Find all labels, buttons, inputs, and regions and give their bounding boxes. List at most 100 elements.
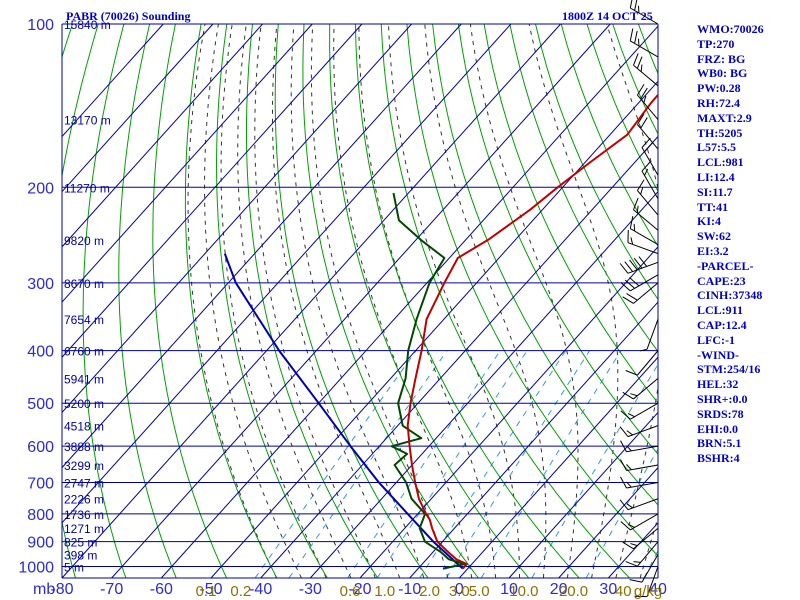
- moist-adiabats: [187, 24, 658, 578]
- mixing-ratio-line: [288, 350, 448, 578]
- dewpoint-line: [390, 192, 466, 570]
- height-label: 1271 m: [64, 522, 104, 536]
- wind-barb: [639, 318, 659, 352]
- mixing-ratio-label: 0.6: [340, 583, 361, 600]
- height-label: 5200 m: [64, 397, 104, 411]
- dry-adiabat: [380, 24, 630, 578]
- barb-staff: [637, 541, 659, 567]
- barb-feather: [633, 53, 639, 66]
- index-item: SHR+:0.0: [697, 391, 748, 406]
- barb-staff: [627, 261, 659, 274]
- barb-feather: [634, 30, 638, 44]
- moist-adiabat: [528, 24, 619, 578]
- wind-barb: [633, 53, 659, 87]
- barb-feather: [619, 499, 629, 510]
- barb-feather: [629, 259, 638, 271]
- temperature-tick-label: -10: [398, 581, 421, 598]
- height-label: 9820 m: [64, 234, 104, 248]
- barb-feather: [637, 83, 645, 96]
- isotherm-line: [61, 23, 363, 358]
- mixing-ratio-line: [585, 448, 658, 578]
- wind-barb: [622, 377, 659, 400]
- dry-adiabat: [560, 24, 658, 247]
- barb-feather: [643, 95, 647, 103]
- moist-adiabat: [606, 24, 658, 578]
- index-item: SRDS:78: [697, 406, 744, 421]
- moist-adiabat: [237, 24, 352, 578]
- dry-adiabat: [82, 24, 127, 578]
- index-item: TH:5205: [697, 125, 743, 140]
- barb-feather: [634, 0, 638, 11]
- pressure-label: 300: [27, 276, 54, 293]
- dry-adiabat: [274, 24, 429, 578]
- wind-barb: [620, 476, 659, 489]
- temperature-tick-label: 20: [550, 581, 568, 598]
- moist-adiabat: [203, 24, 302, 578]
- mixing-ratio-line: [643, 549, 658, 578]
- dry-adiabat: [246, 24, 379, 578]
- barb-feather: [627, 413, 635, 418]
- height-label: 15840 m: [64, 18, 111, 32]
- height-label: 8670 m: [64, 277, 104, 291]
- isotherm-line: [61, 23, 561, 579]
- moist-adiabat: [639, 515, 658, 578]
- moist-adiabat: [388, 24, 520, 578]
- dry-adiabat: [793, 24, 800, 578]
- index-item: KI:4: [697, 214, 721, 229]
- wind-barb: [622, 282, 659, 304]
- isotherm-line: [61, 23, 313, 303]
- barb-staff: [633, 64, 659, 87]
- height-label: 13170 m: [64, 114, 111, 128]
- barb-feather: [622, 541, 634, 550]
- wind-barb: [629, 216, 659, 245]
- barb-feather: [629, 277, 640, 287]
- barb-feather: [622, 391, 634, 400]
- barb-staff: [630, 513, 659, 531]
- wind-barb: [634, 566, 659, 598]
- barb-staff: [646, 566, 659, 597]
- index-item: CAP:12.4: [697, 317, 747, 332]
- index-item: WB0: BG: [697, 66, 748, 81]
- barb-staff: [633, 282, 659, 304]
- barb-staff: [630, 402, 659, 420]
- station-title: PABR (70026) Sounding: [66, 9, 191, 23]
- isotherm-line: [309, 191, 659, 579]
- mixing-ratio-label: 5.0: [469, 583, 490, 600]
- isotherm-line: [61, 23, 512, 524]
- pressure-label: 600: [27, 439, 54, 456]
- isotherm-line: [409, 301, 659, 579]
- mixing-ratio-line: [480, 350, 622, 578]
- barb-feather: [639, 348, 648, 352]
- barb-feather: [625, 370, 638, 376]
- height-label: 5941 m: [64, 372, 104, 386]
- barb-feather: [633, 257, 643, 269]
- wind-barb: [622, 527, 659, 550]
- pressure-label: 200: [27, 180, 54, 197]
- mixing-ratio-line: [347, 350, 501, 578]
- wind-barb: [637, 179, 659, 216]
- barb-staff: [637, 124, 659, 150]
- barb-staff: [633, 377, 659, 400]
- moist-adiabat: [290, 24, 425, 578]
- index-item: TT:41: [697, 199, 729, 214]
- mixing-ratio-lines: [254, 350, 658, 578]
- grid-lines: [61, 23, 659, 579]
- wind-barb: [619, 425, 659, 438]
- index-item: HEL:32: [697, 377, 739, 392]
- dewpoint-trace: [390, 192, 466, 570]
- barb-feather: [626, 430, 633, 436]
- barb-feather: [630, 393, 638, 397]
- temperature-tick-label: -80: [50, 581, 73, 598]
- isotherm-line: [61, 23, 462, 468]
- wind-barb: [627, 230, 659, 255]
- barb-feather: [641, 161, 651, 172]
- barb-staff: [627, 425, 659, 438]
- index-item: BRN:5.1: [697, 436, 742, 451]
- index-item: WMO:70026: [697, 22, 764, 36]
- pressure-label: 1000: [18, 560, 54, 577]
- index-item: CAPE:23: [697, 273, 746, 288]
- barb-feather: [620, 410, 631, 420]
- mixing-ratio-line: [531, 363, 658, 578]
- barb-feather: [619, 426, 629, 437]
